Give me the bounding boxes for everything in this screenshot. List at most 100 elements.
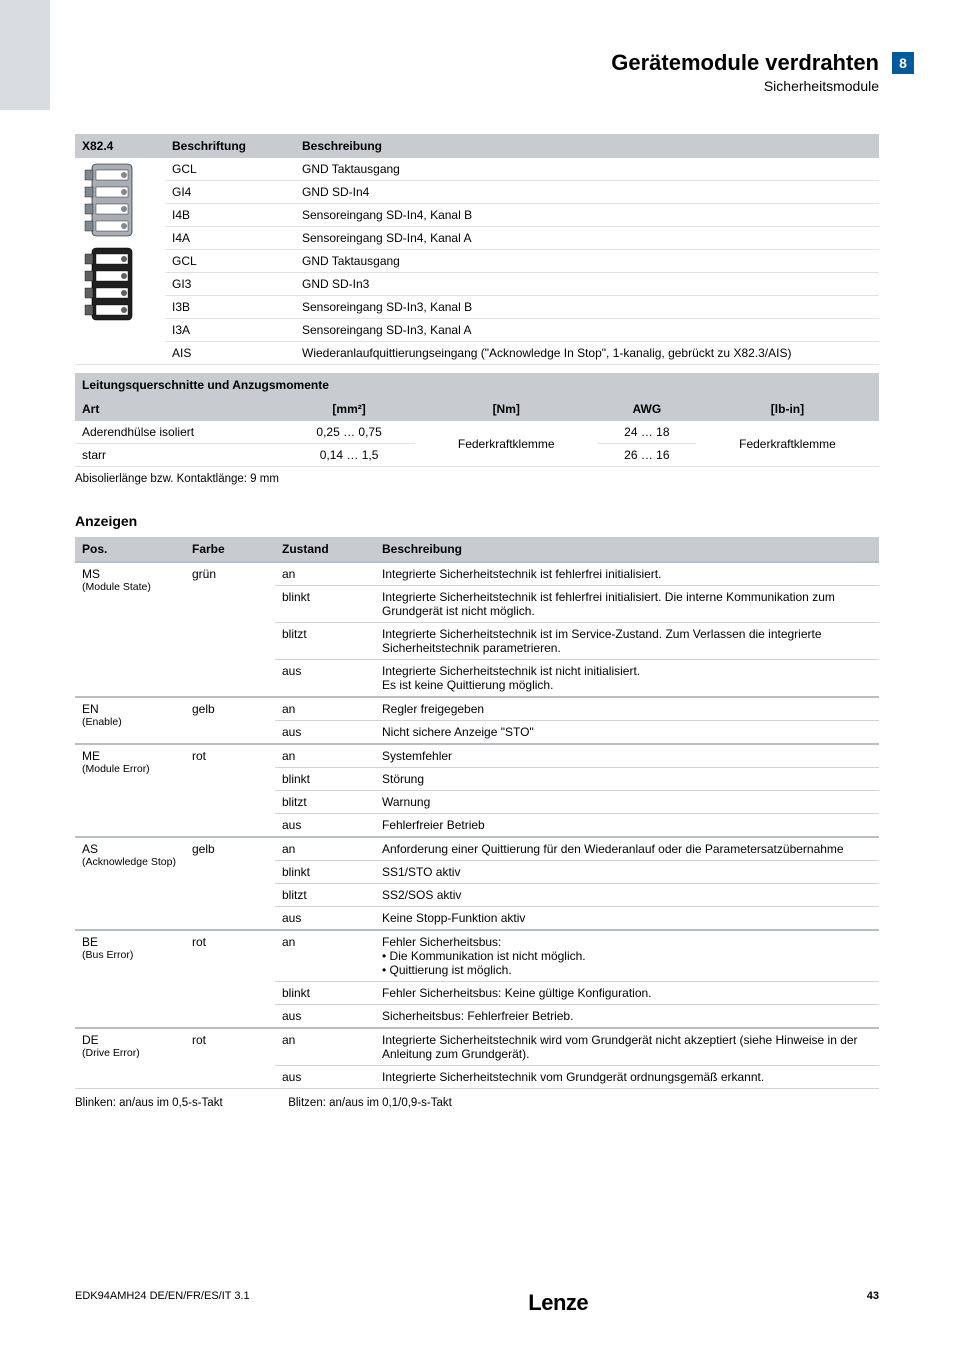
page-footer: EDK94AMH24 DE/EN/FR/ES/IT 3.1 43 Lenze <box>75 1290 879 1316</box>
anz-zustand: an <box>275 697 375 721</box>
anz-h3: Beschreibung <box>375 537 879 562</box>
conn-label: GI4 <box>165 181 295 204</box>
page-header: 8 Gerätemodule verdrahten Sicherheitsmod… <box>75 50 879 94</box>
leit-r1-art: starr <box>75 444 283 467</box>
anz-zustand: an <box>275 837 375 861</box>
conn-label: GCL <box>165 250 295 273</box>
anz-beschreibung: Fehlerfreier Betrieb <box>375 814 879 838</box>
chapter-badge: 8 <box>892 52 914 74</box>
anz-zustand: an <box>275 562 375 586</box>
leitungs-table: Art [mm²] [Nm] AWG [lb-in] Aderendhülse … <box>75 397 879 467</box>
conn-label: I3A <box>165 319 295 342</box>
anz-farbe: gelb <box>185 837 275 930</box>
anz-beschreibung: Fehler Sicherheitsbus: Keine gültige Kon… <box>375 982 879 1005</box>
anz-zustand: aus <box>275 1066 375 1089</box>
anz-pos: MS(Module State) <box>75 562 185 697</box>
connector-table: X82.4 Beschriftung Beschreibung GCLGND T… <box>75 134 879 365</box>
connector-image-cell <box>75 158 165 365</box>
conn-desc: Sensoreingang SD-In4, Kanal B <box>295 204 879 227</box>
anz-beschreibung: Systemfehler <box>375 744 879 768</box>
anz-zustand: blinkt <box>275 982 375 1005</box>
anz-zustand: aus <box>275 814 375 838</box>
anz-zustand: blinkt <box>275 768 375 791</box>
leitungs-note: Abisolierlänge bzw. Kontaktlänge: 9 mm <box>75 473 879 485</box>
anz-zustand: aus <box>275 1005 375 1029</box>
connector-icon <box>82 162 142 332</box>
anz-beschreibung: Integrierte Sicherheitstechnik ist nicht… <box>375 660 879 698</box>
anz-h1: Farbe <box>185 537 275 562</box>
footnote-1: Blitzen: an/aus im 0,1/0,9-s-Takt <box>288 1097 452 1109</box>
anz-zustand: aus <box>275 907 375 931</box>
conn-label: I4A <box>165 227 295 250</box>
leitungs-caption: Leitungsquerschnitte und Anzugsmomente <box>75 373 879 397</box>
leit-h1: [mm²] <box>283 397 414 421</box>
conn-h2: Beschreibung <box>295 134 879 158</box>
anz-zustand: blitzt <box>275 791 375 814</box>
conn-label: I4B <box>165 204 295 227</box>
leit-h2: [Nm] <box>415 397 598 421</box>
conn-label: GI3 <box>165 273 295 296</box>
anz-beschreibung: Fehler Sicherheitsbus:Die Kommunikation … <box>375 930 879 982</box>
leit-r1-mm2: 0,14 … 1,5 <box>283 444 414 467</box>
anz-beschreibung: Regler freigegeben <box>375 697 879 721</box>
anz-beschreibung: Störung <box>375 768 879 791</box>
conn-desc: GND SD-In4 <box>295 181 879 204</box>
footnote-0: Blinken: an/aus im 0,5-s-Takt <box>75 1097 285 1109</box>
leit-h4: [lb-in] <box>696 397 879 421</box>
anz-beschreibung: SS2/SOS aktiv <box>375 884 879 907</box>
anz-beschreibung: Integrierte Sicherheitstechnik wird vom … <box>375 1028 879 1066</box>
anz-h2: Zustand <box>275 537 375 562</box>
leit-nm: Federkraftklemme <box>415 421 598 467</box>
anz-farbe: rot <box>185 744 275 837</box>
anz-pos: ME(Module Error) <box>75 744 185 837</box>
anz-zustand: an <box>275 1028 375 1066</box>
anz-beschreibung: Anforderung einer Quittierung für den Wi… <box>375 837 879 861</box>
anz-zustand: blinkt <box>275 861 375 884</box>
leit-r0-mm2: 0,25 … 0,75 <box>283 421 414 444</box>
anzeigen-title: Anzeigen <box>75 513 879 529</box>
anz-farbe: rot <box>185 930 275 1028</box>
conn-h0: X82.4 <box>75 134 165 158</box>
anz-beschreibung: Integrierte Sicherheitstechnik ist fehle… <box>375 586 879 623</box>
conn-desc: Wiederanlaufquittierungseingang ("Acknow… <box>295 342 879 365</box>
conn-label: AIS <box>165 342 295 365</box>
anz-pos: EN(Enable) <box>75 697 185 744</box>
conn-label: I3B <box>165 296 295 319</box>
leit-h3: AWG <box>598 397 696 421</box>
conn-desc: GND Taktausgang <box>295 250 879 273</box>
conn-desc: GND SD-In3 <box>295 273 879 296</box>
leit-h0: Art <box>75 397 283 421</box>
anz-pos: BE(Bus Error) <box>75 930 185 1028</box>
anzeigen-table: Pos. Farbe Zustand Beschreibung MS(Modul… <box>75 537 879 1089</box>
anz-zustand: blitzt <box>275 884 375 907</box>
anz-pos: DE(Drive Error) <box>75 1028 185 1089</box>
page-subtitle: Sicherheitsmodule <box>75 78 879 94</box>
anz-zustand: blinkt <box>275 586 375 623</box>
conn-desc: GND Taktausgang <box>295 158 879 181</box>
anz-h0: Pos. <box>75 537 185 562</box>
anz-farbe: grün <box>185 562 275 697</box>
anz-beschreibung: Keine Stopp-Funktion aktiv <box>375 907 879 931</box>
leit-r0-art: Aderendhülse isoliert <box>75 421 283 444</box>
conn-h1: Beschriftung <box>165 134 295 158</box>
anz-beschreibung: Integrierte Sicherheitstechnik ist im Se… <box>375 623 879 660</box>
conn-desc: Sensoreingang SD-In4, Kanal A <box>295 227 879 250</box>
leit-r1-awg: 26 … 16 <box>598 444 696 467</box>
anz-beschreibung: Integrierte Sicherheitstechnik vom Grund… <box>375 1066 879 1089</box>
anz-beschreibung: Warnung <box>375 791 879 814</box>
anz-beschreibung: Sicherheitsbus: Fehlerfreier Betrieb. <box>375 1005 879 1029</box>
header-left-bar <box>0 0 50 110</box>
anz-beschreibung: Integrierte Sicherheitstechnik ist fehle… <box>375 562 879 586</box>
leit-r0-awg: 24 … 18 <box>598 421 696 444</box>
anz-zustand: an <box>275 744 375 768</box>
anz-farbe: rot <box>185 1028 275 1089</box>
anz-zustand: blitzt <box>275 623 375 660</box>
conn-label: GCL <box>165 158 295 181</box>
leit-lbin: Federkraftklemme <box>696 421 879 467</box>
conn-desc: Sensoreingang SD-In3, Kanal A <box>295 319 879 342</box>
anzeigen-footnotes: Blinken: an/aus im 0,5-s-Takt Blitzen: a… <box>75 1097 879 1109</box>
footer-page: 43 <box>867 1290 879 1302</box>
anz-beschreibung: SS1/STO aktiv <box>375 861 879 884</box>
anz-beschreibung: Nicht sichere Anzeige "STO" <box>375 721 879 745</box>
page-title: Gerätemodule verdrahten <box>75 50 879 76</box>
